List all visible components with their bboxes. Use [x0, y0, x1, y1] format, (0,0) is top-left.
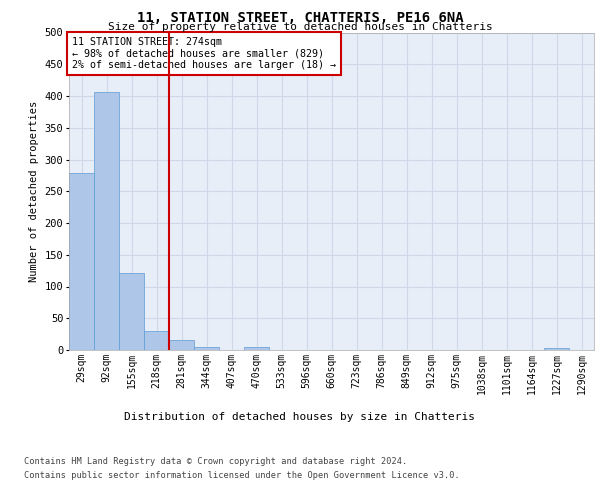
- Bar: [244, 348, 269, 350]
- Text: Contains public sector information licensed under the Open Government Licence v3: Contains public sector information licen…: [24, 471, 460, 480]
- Text: 11 STATION STREET: 274sqm
← 98% of detached houses are smaller (829)
2% of semi-: 11 STATION STREET: 274sqm ← 98% of detac…: [71, 38, 335, 70]
- Text: Distribution of detached houses by size in Chatteris: Distribution of detached houses by size …: [125, 412, 476, 422]
- Bar: [169, 340, 194, 350]
- Bar: [144, 331, 169, 350]
- Text: 11, STATION STREET, CHATTERIS, PE16 6NA: 11, STATION STREET, CHATTERIS, PE16 6NA: [137, 11, 463, 25]
- Text: Size of property relative to detached houses in Chatteris: Size of property relative to detached ho…: [107, 22, 493, 32]
- Bar: [94, 92, 119, 350]
- Bar: [194, 347, 219, 350]
- Y-axis label: Number of detached properties: Number of detached properties: [29, 100, 39, 282]
- Bar: [69, 174, 94, 350]
- Text: Contains HM Land Registry data © Crown copyright and database right 2024.: Contains HM Land Registry data © Crown c…: [24, 458, 407, 466]
- Bar: [119, 272, 144, 350]
- Bar: [544, 348, 569, 350]
